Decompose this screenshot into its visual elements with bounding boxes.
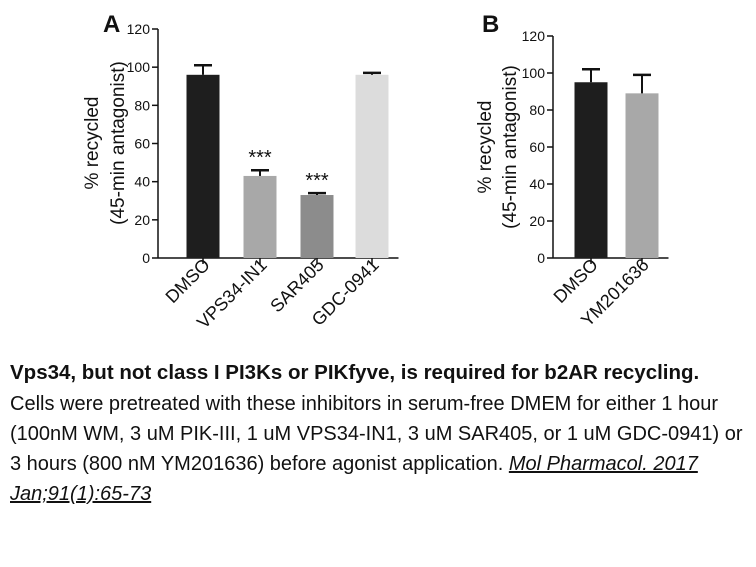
y-tick-label: 0 — [537, 250, 545, 266]
y-tick-label: 40 — [134, 174, 150, 190]
caption-body: Cells were pretreated with these inhibit… — [10, 389, 750, 509]
y-tick-label: 100 — [127, 59, 151, 75]
bar — [300, 195, 334, 258]
chart-panel-b: B 0 20 40 60 80 100 120 % recycled (45-min antago… — [475, 11, 669, 330]
y-tick-label: 20 — [529, 213, 545, 229]
y-tick-label: 60 — [134, 136, 150, 152]
caption-title: Vps34, but not class I PI3Ks or PIKfyve,… — [10, 361, 700, 384]
panel-label: B — [482, 11, 499, 38]
y-axis-label: % recycled — [82, 97, 103, 190]
y-tick-label: 40 — [529, 176, 545, 192]
bar — [186, 74, 220, 258]
significance-label: *** — [248, 147, 272, 169]
x-tick-label: DMSO — [162, 255, 214, 307]
y-tick-label: 60 — [529, 139, 545, 155]
y-tick-label: 120 — [522, 28, 546, 44]
caption-citation: Mol Pharmacol. 2017 Jan;91(1):65-73 — [10, 453, 698, 505]
chart-panel-a: A 0 20 40 60 80 100 120 % recycled (45-min antago… — [82, 11, 399, 333]
significance-label: *** — [305, 170, 329, 192]
panel-label: A — [103, 11, 120, 38]
y-tick-label: 100 — [522, 65, 546, 81]
caption-text: Cells were pretreated with these inhibit… — [10, 393, 743, 475]
y-axis-label: % recycled — [475, 101, 496, 194]
y-tick-label: 20 — [134, 212, 150, 228]
y-tick-label: 0 — [142, 250, 150, 266]
bar — [625, 93, 659, 258]
y-tick-label: 120 — [127, 21, 151, 37]
bar — [574, 82, 608, 258]
bar — [355, 74, 389, 258]
y-axis-label: (45-min antagonist) — [108, 61, 129, 225]
y-tick-label: 80 — [134, 97, 150, 113]
y-axis-label: (45-min antagonist) — [500, 65, 521, 229]
y-tick-label: 80 — [529, 102, 545, 118]
figure-caption: Vps34, but not class I PI3Ks or PIKfyve,… — [10, 358, 750, 509]
bar — [243, 175, 277, 258]
